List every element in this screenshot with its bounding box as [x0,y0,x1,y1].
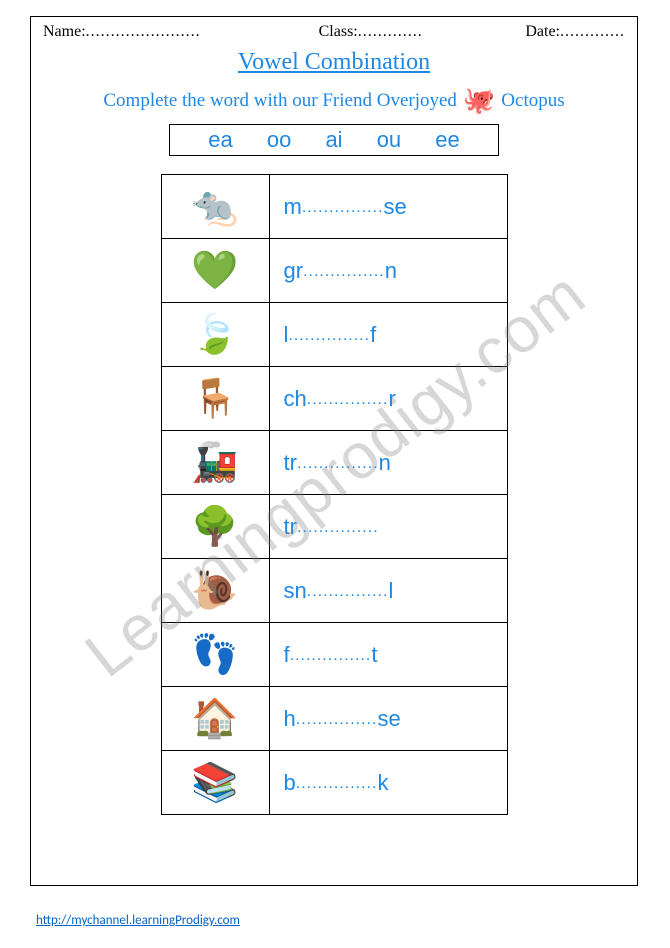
picture-cell: 🚂 [161,431,269,495]
word-cell[interactable]: l...............f [269,303,507,367]
word-cell[interactable]: gr...............n [269,239,507,303]
picture-cell: 🍃 [161,303,269,367]
table-row: 🌳tr............... [161,495,507,559]
word-cell[interactable]: tr............... [269,495,507,559]
name-label: Name: [43,23,86,41]
word-blank[interactable]: ............... [307,391,389,408]
word-prefix: h [284,706,296,731]
name-blank[interactable]: ....................... [86,23,201,41]
word-prefix: b [284,770,296,795]
word-cell[interactable]: b...............k [269,751,507,815]
word-cell[interactable]: f...............t [269,623,507,687]
table-row: 🐌sn...............l [161,559,507,623]
word-cell[interactable]: tr...............n [269,431,507,495]
worksheet-table: 🐀m...............se💚gr...............n🍃l… [161,174,508,815]
table-row: 🏠h...............se [161,687,507,751]
picture-cell: 🌳 [161,495,269,559]
word-blank[interactable]: ............... [288,327,370,344]
picture-cell: 🐌 [161,559,269,623]
word-suffix: n [379,450,391,475]
word-cell[interactable]: h...............se [269,687,507,751]
word-cell[interactable]: sn...............l [269,559,507,623]
instruction-post: Octopus [501,90,564,112]
word-suffix: l [388,578,393,603]
word-blank[interactable]: ............... [297,455,379,472]
word-blank[interactable]: ............... [297,519,379,536]
worksheet-frame: Name: ....................... Class: ...… [30,16,638,886]
table-row: 💚gr...............n [161,239,507,303]
picture-cell: 💚 [161,239,269,303]
vowel-option: ea [208,127,232,152]
word-prefix: m [284,194,302,219]
word-suffix: t [371,642,377,667]
vowel-option: oo [267,127,291,152]
vowel-option: ai [325,127,342,152]
word-cell[interactable]: m...............se [269,175,507,239]
vowel-option: ee [435,127,459,152]
header-row: Name: ....................... Class: ...… [31,17,637,41]
instruction-pre: Complete the word with our Friend Overjo… [103,90,457,112]
word-suffix: k [377,770,388,795]
date-label: Date: [525,23,560,41]
class-blank[interactable]: ............. [358,23,423,41]
word-suffix: se [384,194,407,219]
word-cell[interactable]: ch...............r [269,367,507,431]
class-label: Class: [319,23,358,41]
word-blank[interactable]: ............... [296,775,378,792]
word-suffix: se [377,706,400,731]
word-prefix: sn [284,578,307,603]
word-suffix: f [370,322,376,347]
instruction-line: Complete the word with our Friend Overjo… [31,86,637,116]
word-blank[interactable]: ............... [302,199,384,216]
vowel-option: ou [377,127,401,152]
word-prefix: tr [284,514,297,539]
picture-cell: 🐀 [161,175,269,239]
date-blank[interactable]: ............. [560,23,625,41]
table-row: 📚b...............k [161,751,507,815]
octopus-icon: 🐙 [463,86,495,116]
word-blank[interactable]: ............... [303,263,385,280]
table-row: 👣f...............t [161,623,507,687]
picture-cell: 🏠 [161,687,269,751]
footer-link[interactable]: http://mychannel.learningProdigy.com [36,913,240,928]
page-title: Vowel Combination [31,49,637,76]
word-suffix: n [385,258,397,283]
table-row: 🍃l...............f [161,303,507,367]
word-prefix: tr [284,450,297,475]
table-row: 🚂tr...............n [161,431,507,495]
word-blank[interactable]: ............... [290,647,372,664]
table-row: 🪑ch...............r [161,367,507,431]
word-blank[interactable]: ............... [307,583,389,600]
picture-cell: 📚 [161,751,269,815]
picture-cell: 🪑 [161,367,269,431]
picture-cell: 👣 [161,623,269,687]
word-blank[interactable]: ............... [296,711,378,728]
table-row: 🐀m...............se [161,175,507,239]
word-prefix: ch [284,386,307,411]
word-prefix: gr [284,258,304,283]
word-suffix: r [388,386,395,411]
vowel-options-box: ea oo ai ou ee [169,124,499,156]
word-prefix: f [284,642,290,667]
